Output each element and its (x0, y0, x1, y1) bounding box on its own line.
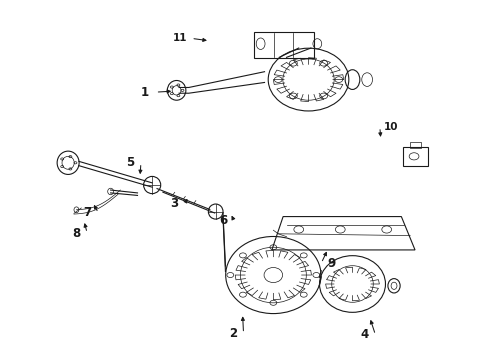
Text: 2: 2 (229, 327, 237, 340)
Text: 7: 7 (84, 207, 92, 220)
Text: 1: 1 (141, 86, 149, 99)
Text: 9: 9 (328, 257, 336, 270)
Text: 6: 6 (219, 214, 227, 227)
Text: 10: 10 (383, 122, 398, 132)
Text: 11: 11 (173, 33, 188, 43)
Text: 3: 3 (170, 197, 178, 210)
Text: 8: 8 (73, 226, 80, 239)
Text: 4: 4 (361, 328, 369, 341)
Text: 5: 5 (126, 156, 134, 169)
